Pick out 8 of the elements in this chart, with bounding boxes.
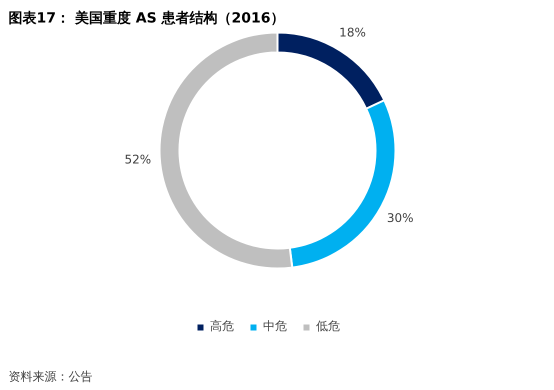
text: 资料来源：公告 [8, 370, 92, 384]
data-label: 52% [124, 152, 152, 166]
legend-label: 低危 [316, 318, 340, 335]
chart-title: 图表17： 美国重度 AS 患者结构（2016） [8, 10, 284, 26]
data-label: 18% [339, 25, 366, 40]
data-label: 30% [386, 210, 414, 225]
legend-label: 高危 [210, 318, 234, 335]
legend-label: 中危 [263, 318, 287, 335]
